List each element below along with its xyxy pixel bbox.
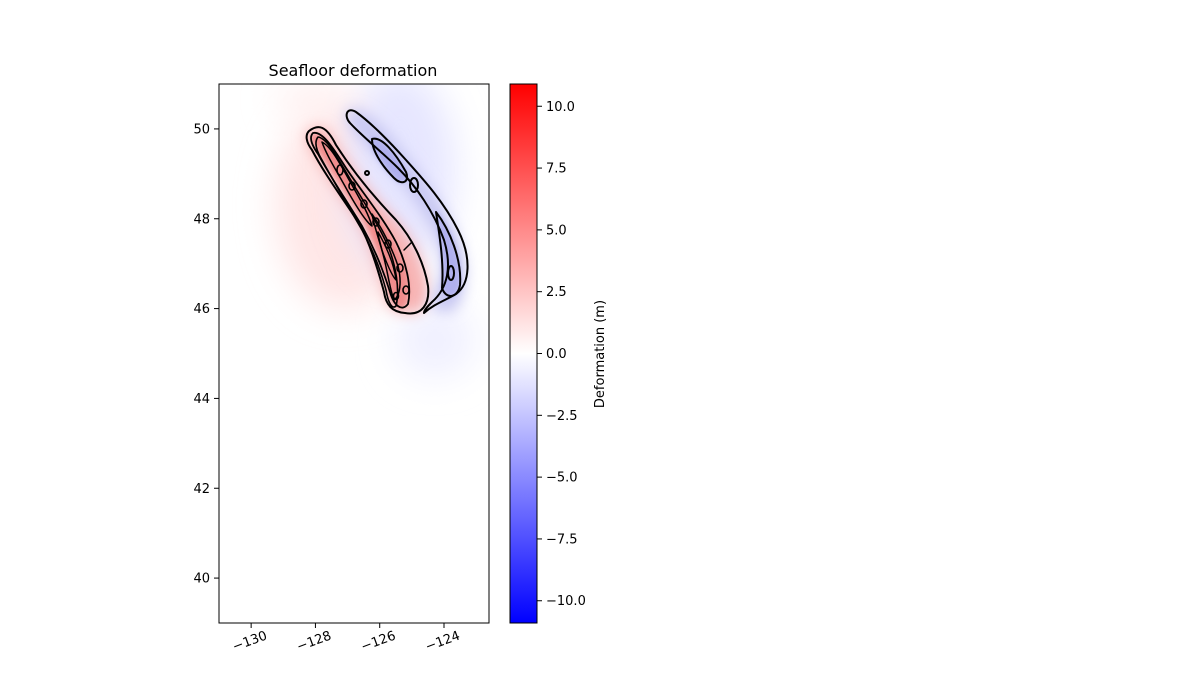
- subsidence-halo-south: [395, 302, 475, 378]
- colorbar-tick-label: −2.5: [546, 409, 578, 424]
- contour-uplift-outer: [305, 126, 430, 315]
- contour-uplift-spur: [403, 241, 413, 251]
- y-tick-label: 42: [193, 482, 210, 497]
- contour-subsidence-south: [435, 211, 462, 297]
- colorbar: −10.0 −7.5 −5.0 −2.5 0.0 2.5 5.0 7.5 10.0 Deform…: [509, 83, 608, 624]
- x-axis: −130 −128 −126 −124: [231, 623, 462, 655]
- colorbar-ticks: −10.0 −7.5 −5.0 −2.5 0.0 2.5 5.0 7.5 10.0: [537, 100, 586, 609]
- contour-uplift-blob-5: [384, 239, 392, 249]
- x-tick-label: −126: [359, 629, 398, 655]
- x-tick-label: −128: [295, 629, 334, 655]
- colorbar-tick-label: −10.0: [546, 594, 586, 609]
- plot-frame: [218, 83, 490, 624]
- colorbar-tick-label: 2.5: [546, 285, 567, 300]
- contour-subsidence-north: [371, 137, 408, 184]
- contour-uplift-blob-6: [396, 263, 404, 273]
- y-tick-label: 48: [193, 212, 210, 227]
- contour-uplift-blob-9: [364, 170, 370, 176]
- contour-uplift-blob-2: [348, 181, 356, 191]
- y-tick-label: 40: [193, 572, 210, 587]
- contour-uplift-blob-7: [402, 285, 410, 295]
- contour-uplift-blob-8: [392, 291, 400, 301]
- uplift-halo-north: [275, 84, 345, 118]
- plot-area: −130 −128 −126 −124 40 42 44 46 48 50: [193, 83, 490, 655]
- y-tick-label: 50: [193, 122, 210, 137]
- x-tick-label: −130: [231, 629, 270, 655]
- colorbar-tick-label: 5.0: [546, 223, 567, 238]
- colorbar-tick-label: 10.0: [546, 100, 575, 115]
- chart-title: Seafloor deformation: [269, 61, 438, 80]
- colorbar-tick-label: −7.5: [546, 532, 578, 547]
- y-tick-label: 46: [193, 302, 210, 317]
- x-tick-label: −124: [423, 629, 462, 655]
- colorbar-label: Deformation (m): [593, 300, 608, 408]
- contour-uplift-blob-4: [372, 217, 380, 227]
- colorbar-gradient: [510, 84, 537, 623]
- y-axis: 40 42 44 46 48 50: [193, 122, 219, 587]
- uplift-core: [310, 134, 409, 309]
- colorbar-tick-label: 0.0: [546, 347, 567, 362]
- colorbar-tick-label: −5.0: [546, 471, 578, 486]
- contour-uplift-blob-1: [336, 164, 344, 176]
- contour-uplift-blob-3: [360, 199, 368, 209]
- contour-subsidence-peak: [447, 265, 455, 281]
- contour-lines: [305, 109, 469, 315]
- colorbar-tick-label: 7.5: [546, 162, 567, 177]
- y-tick-label: 44: [193, 392, 210, 407]
- contour-uplift-core-3: [377, 231, 397, 281]
- contour-subsidence-small: [409, 177, 419, 193]
